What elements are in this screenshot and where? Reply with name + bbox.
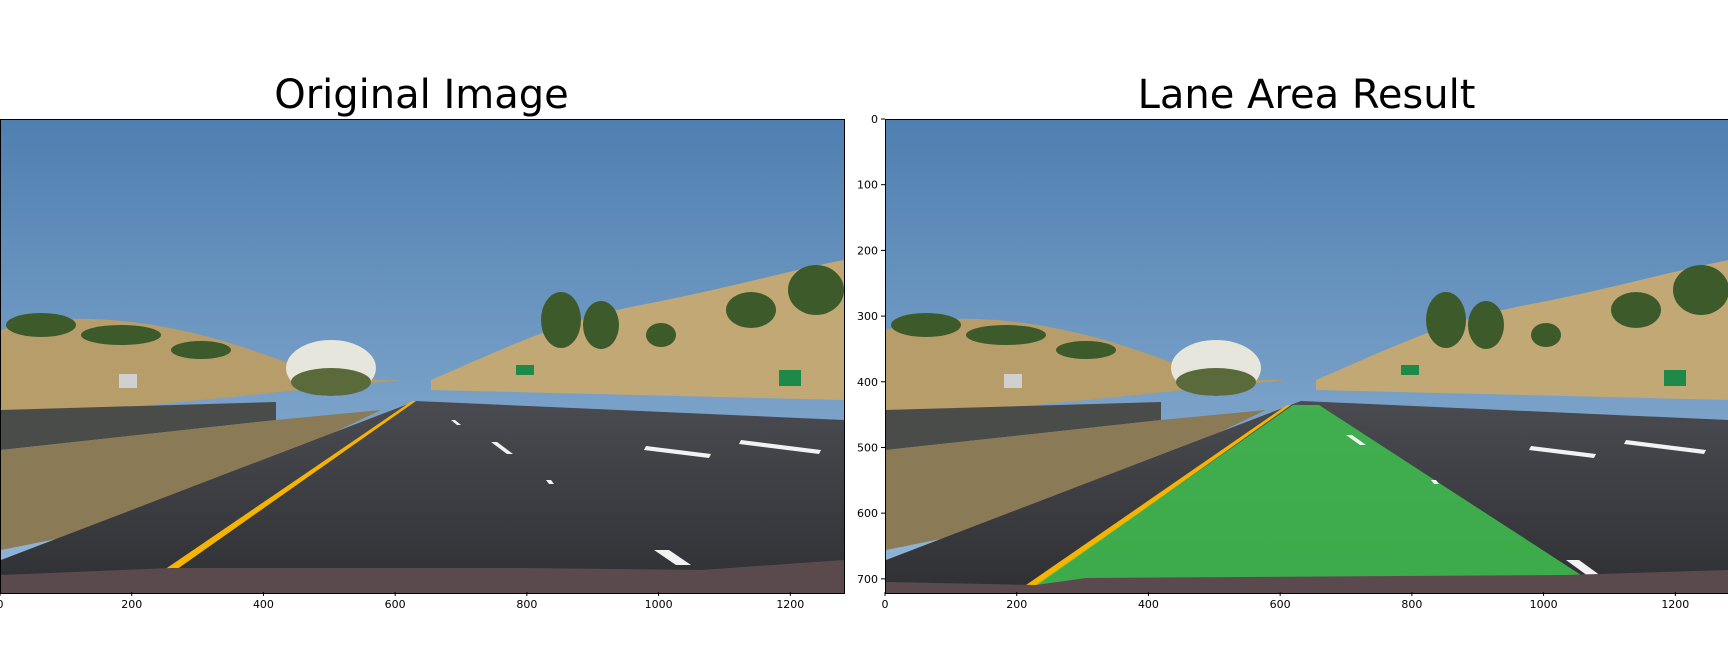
right-x-tick-label: 400	[1138, 598, 1159, 611]
lane-result-scene	[886, 120, 1728, 593]
lane-area-result-image	[885, 119, 1728, 594]
right-x-tick-label: 0	[882, 598, 889, 611]
left-x-tick-label: 1200	[776, 598, 804, 611]
left-panel-title: Original Image	[274, 72, 569, 118]
right-x-tick-label: 1000	[1530, 598, 1558, 611]
right-y-tick-label: 500	[857, 441, 878, 454]
right-y-tick-label: 300	[857, 310, 878, 323]
right-x-tick-label: 600	[1270, 598, 1291, 611]
right-y-tick-label: 200	[857, 244, 878, 257]
right-y-tick-label: 600	[857, 507, 878, 520]
left-x-tick-label: 800	[516, 598, 537, 611]
original-road-image	[0, 119, 845, 594]
right-y-tick-label: 400	[857, 376, 878, 389]
left-x-tick-label: 600	[385, 598, 406, 611]
left-x-tick-label: 400	[253, 598, 274, 611]
right-y-tick-label: 0	[871, 113, 878, 126]
right-x-axis: 0 200 400 600 800 1000 1200	[882, 592, 1689, 611]
left-x-tick-label: 1000	[645, 598, 673, 611]
left-x-axis: 0 200 400 600 800 1000 1200	[0, 592, 804, 611]
left-x-tick-label: 200	[121, 598, 142, 611]
right-panel-title: Lane Area Result	[1137, 72, 1476, 118]
right-x-tick-label: 800	[1401, 598, 1422, 611]
right-y-tick-label: 100	[857, 179, 878, 192]
right-y-axis: 0 100 200 300 400 500 600 700	[857, 113, 885, 586]
right-x-tick-label: 200	[1006, 598, 1027, 611]
lane-area-overlay	[1036, 405, 1581, 585]
right-x-tick-label: 1200	[1661, 598, 1689, 611]
original-road-scene	[1, 120, 844, 593]
right-y-tick-label: 700	[857, 573, 878, 586]
left-x-tick-label: 0	[0, 598, 4, 611]
